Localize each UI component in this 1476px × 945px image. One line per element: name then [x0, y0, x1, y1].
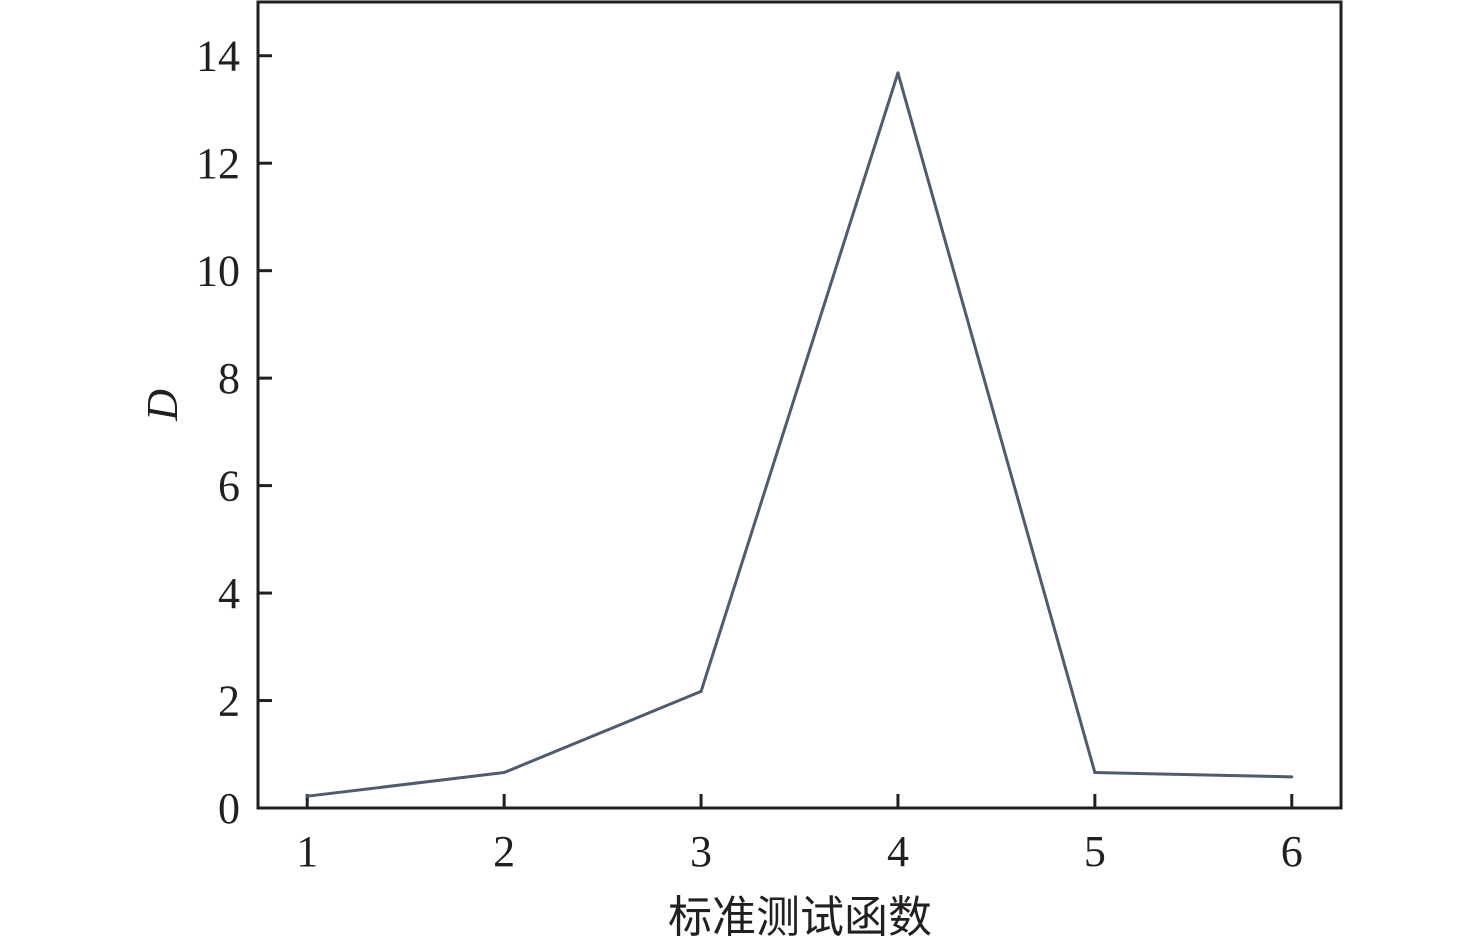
y-tick-label: 6 — [218, 462, 240, 511]
plot-frame — [256, 0, 1343, 810]
series-line — [307, 71, 1292, 798]
y-tick-label: 2 — [218, 677, 240, 726]
y-tick-label: 12 — [196, 139, 240, 188]
data-point — [699, 689, 703, 693]
x-tick-label: 4 — [887, 827, 909, 876]
data-point — [1093, 771, 1097, 775]
x-tick-label: 5 — [1084, 827, 1106, 876]
data-point — [502, 771, 506, 775]
series-group — [305, 71, 1294, 798]
y-tick-label: 10 — [196, 247, 240, 296]
x-axis-ticks: 1 2 3 4 5 6 — [296, 794, 1303, 876]
y-tick-label: 0 — [218, 784, 240, 833]
x-tick-label: 3 — [690, 827, 712, 876]
y-tick-label: 14 — [196, 32, 240, 81]
x-tick-label: 1 — [296, 827, 318, 876]
y-tick-label: 4 — [218, 569, 240, 618]
y-axis-ticks: 0 2 4 6 8 10 12 14 — [196, 32, 272, 833]
data-point — [305, 794, 309, 798]
x-axis-title: 标准测试函数 — [668, 893, 932, 942]
data-point — [1290, 775, 1294, 779]
y-tick-label: 8 — [218, 354, 240, 403]
x-tick-label: 6 — [1281, 827, 1303, 876]
data-point — [896, 71, 900, 75]
x-tick-label: 2 — [493, 827, 515, 876]
y-axis-title: D — [138, 389, 187, 422]
